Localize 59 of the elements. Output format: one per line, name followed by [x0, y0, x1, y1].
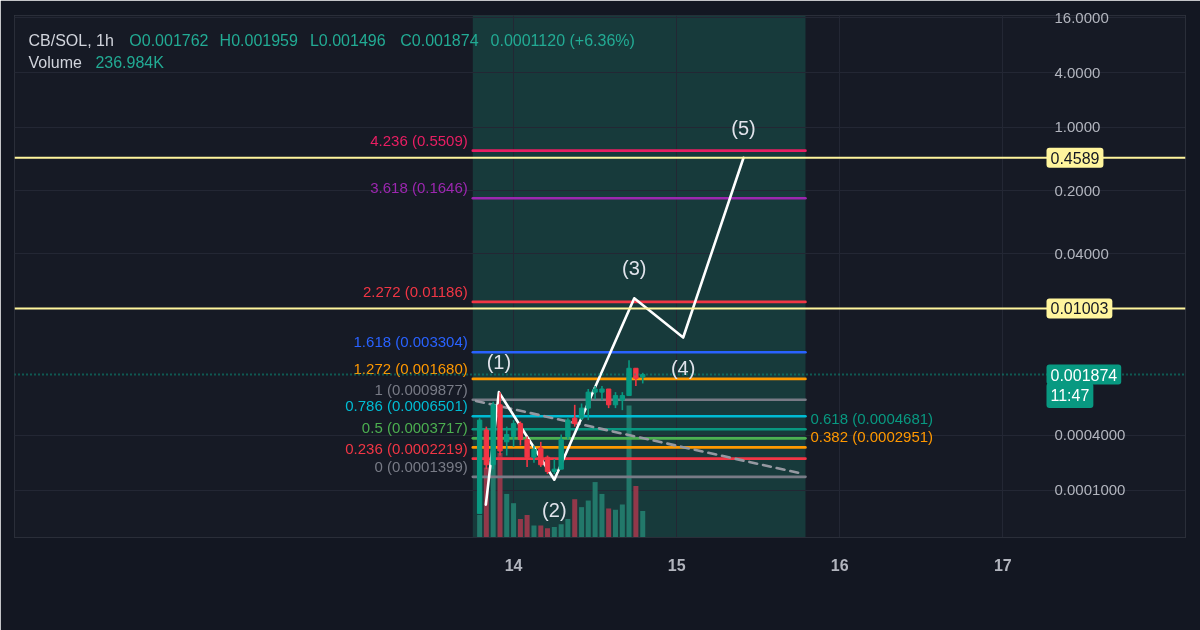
series-label: 0.382 (0.0002951) — [810, 428, 934, 446]
annotation: H0.001959 — [219, 32, 299, 49]
annotation: 0.0001120 (+6.36%) — [490, 32, 635, 49]
bar — [477, 515, 483, 538]
annotation: (4) — [670, 356, 696, 379]
bar — [606, 508, 612, 538]
annotation: (2) — [542, 498, 567, 521]
series-label: 0.5 (0.0003717) — [361, 419, 468, 437]
series-label: 1.618 (0.003304) — [353, 333, 468, 351]
bar — [640, 511, 646, 538]
y-tick-label: 1.0000 — [1054, 118, 1101, 136]
bar — [544, 528, 550, 538]
series-label: 4.236 (0.5509) — [370, 131, 468, 149]
chart-title: Volume — [28, 54, 82, 71]
ref-line-label: 0.01003 — [1050, 300, 1109, 318]
bar — [579, 507, 585, 538]
ref-line-label: 0.001874 — [1050, 366, 1118, 384]
bar — [612, 509, 618, 538]
bar — [538, 525, 544, 538]
annotation: (5) — [731, 116, 756, 139]
x-tick-label: 16 — [830, 556, 849, 574]
bar — [504, 493, 510, 538]
candlestick — [572, 404, 578, 428]
series-label: 0.236 (0.0002219) — [345, 439, 468, 457]
annotation: 11:47 — [1050, 387, 1090, 405]
y-tick-label: 0.0004000 — [1054, 426, 1126, 444]
annotation: C0.001874 — [400, 32, 479, 49]
bar — [572, 499, 578, 538]
annotation: (3) — [622, 257, 647, 280]
y-tick-label: 4.0000 — [1054, 63, 1101, 81]
series-label: 3.618 (0.1646) — [370, 179, 468, 197]
text: CB/SOL, 1h — [28, 32, 114, 49]
bar — [619, 504, 625, 538]
series-label: 0 (0.0001399) — [374, 457, 468, 475]
bar — [633, 486, 639, 538]
series-label: 0.618 (0.0004681) — [810, 410, 934, 428]
bar — [511, 503, 517, 538]
annotation: (1) — [486, 351, 512, 374]
annotation: 236.984K — [95, 54, 165, 71]
bar — [524, 515, 530, 538]
candlestick — [605, 388, 612, 409]
annotation: O0.001762 — [129, 32, 209, 49]
x-tick-label: 15 — [667, 556, 686, 574]
bar — [551, 526, 557, 538]
y-tick-label: 0.2000 — [1054, 181, 1101, 199]
bar — [531, 525, 537, 538]
series-label: 1 (0.0009877) — [374, 380, 468, 398]
annotation: L0.001496 — [309, 32, 386, 49]
x-tick-label: 14 — [504, 556, 523, 574]
series-label: 2.272 (0.01186) — [362, 282, 468, 300]
bar — [585, 500, 591, 538]
y-tick-label: 16.0000 — [1054, 8, 1109, 26]
series-label: 0.786 (0.0006501) — [345, 397, 468, 415]
ref-line-label: 0.4589 — [1050, 149, 1100, 167]
y-tick-label: 0.04000 — [1054, 244, 1109, 262]
bar — [517, 519, 523, 538]
series-label: 1.272 (0.001680) — [353, 359, 468, 377]
y-tick-label: 0.0001000 — [1054, 481, 1126, 499]
x-tick-label: 17 — [993, 556, 1012, 574]
